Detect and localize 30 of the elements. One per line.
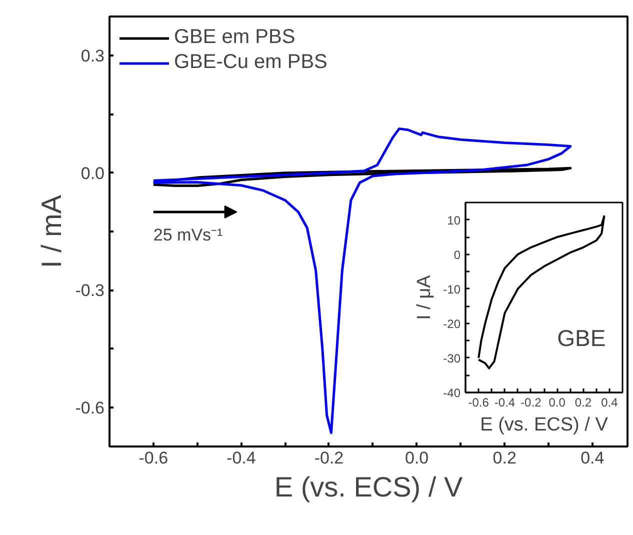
y-tick-label: -40 — [443, 386, 461, 400]
x-tick-label: -0.4 — [226, 448, 256, 468]
annotation: 25 mVs⁻¹ — [153, 226, 224, 245]
y-tick-label: -10 — [443, 282, 461, 296]
y-tick-label: -20 — [443, 316, 461, 331]
x-tick-label: 0.2 — [574, 396, 592, 410]
x-tick-label: -0.2 — [520, 396, 542, 410]
annotation: GBE — [557, 325, 606, 352]
x-tick-label: 0.2 — [492, 448, 516, 468]
line-series — [478, 215, 606, 370]
y-tick-label: 0.3 — [80, 46, 105, 66]
x-tick-label: 0.4 — [601, 396, 618, 410]
x-axis-title: E (vs. ECS) / V — [480, 414, 608, 436]
y-tick-label: -30 — [443, 351, 461, 366]
x-tick-label: -0.6 — [138, 448, 168, 468]
legend-label: GBE em PBS — [174, 26, 296, 49]
y-axis-title: I / mA — [36, 194, 68, 268]
x-tick-label: 0.4 — [580, 448, 604, 468]
y-tick-label: 0.0 — [80, 164, 105, 183]
y-tick-label: 0 — [454, 248, 461, 262]
x-tick-label: -0.2 — [314, 448, 344, 468]
y-tick-label: 10 — [447, 213, 461, 228]
y-axis-title: I / μA — [414, 274, 436, 320]
x-tick-label: 0.0 — [548, 396, 566, 410]
x-axis-title: E (vs. ECS) / V — [274, 472, 463, 502]
legend-label: GBE-Cu em PBS — [174, 51, 328, 74]
y-tick-label: -0.3 — [75, 281, 105, 300]
x-tick-label: -0.4 — [494, 396, 516, 410]
x-tick-label: -0.6 — [468, 396, 490, 410]
x-tick-label: 0.0 — [404, 448, 429, 468]
